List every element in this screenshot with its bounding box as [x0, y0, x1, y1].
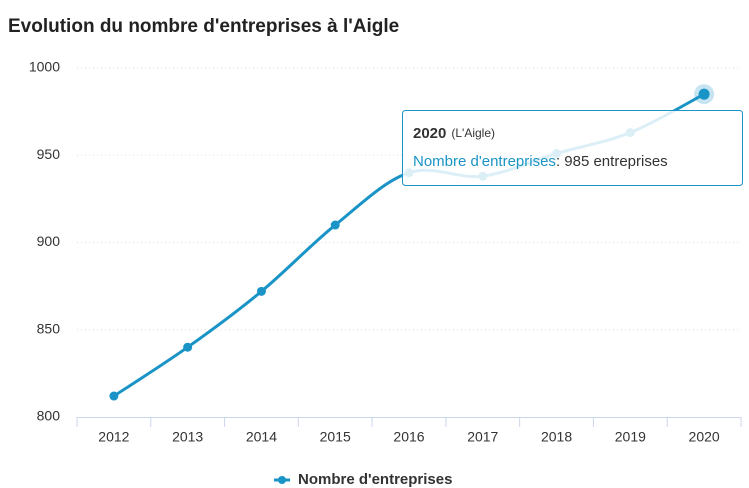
tooltip-box — [402, 110, 743, 186]
legend-marker — [278, 476, 286, 484]
legend-label: Nombre d'entreprises — [298, 471, 452, 488]
tooltip-header: 2020 (L'Aigle) — [413, 125, 495, 142]
x-tick-label: 2016 — [393, 429, 424, 445]
y-tick-label: 800 — [37, 408, 61, 424]
tooltip-body: Nombre d'entreprises: 985 entreprises — [413, 153, 668, 170]
tooltip-category: 2020 — [413, 125, 446, 142]
data-point — [330, 220, 340, 230]
y-tick-label: 1000 — [29, 59, 60, 75]
x-tick-label: 2017 — [467, 429, 498, 445]
tooltip-location: (L'Aigle) — [451, 126, 495, 140]
x-tick-label: 2019 — [615, 429, 646, 445]
x-tick-label: 2020 — [689, 429, 720, 445]
x-tick-label: 2018 — [541, 429, 572, 445]
hover-point — [698, 88, 710, 100]
tooltip-value: : 985 entreprises — [556, 153, 668, 170]
y-tick-label: 850 — [37, 320, 61, 336]
tooltip-series: Nombre d'entreprises — [413, 153, 556, 170]
x-tick-label: 2014 — [246, 429, 277, 445]
x-tick-label: 2012 — [98, 429, 129, 445]
chart-title: Evolution du nombre d'entreprises à l'Ai… — [8, 16, 399, 37]
x-tick-label: 2015 — [320, 429, 351, 445]
x-tick-label: 2013 — [172, 429, 203, 445]
data-point — [256, 286, 266, 296]
data-point — [183, 342, 193, 352]
data-point — [109, 391, 119, 401]
tooltip: 2020 (L'Aigle) Nombre d'entreprises: 985 e… — [402, 110, 743, 186]
y-tick-label: 950 — [37, 146, 61, 162]
y-tick-label: 900 — [37, 233, 61, 249]
